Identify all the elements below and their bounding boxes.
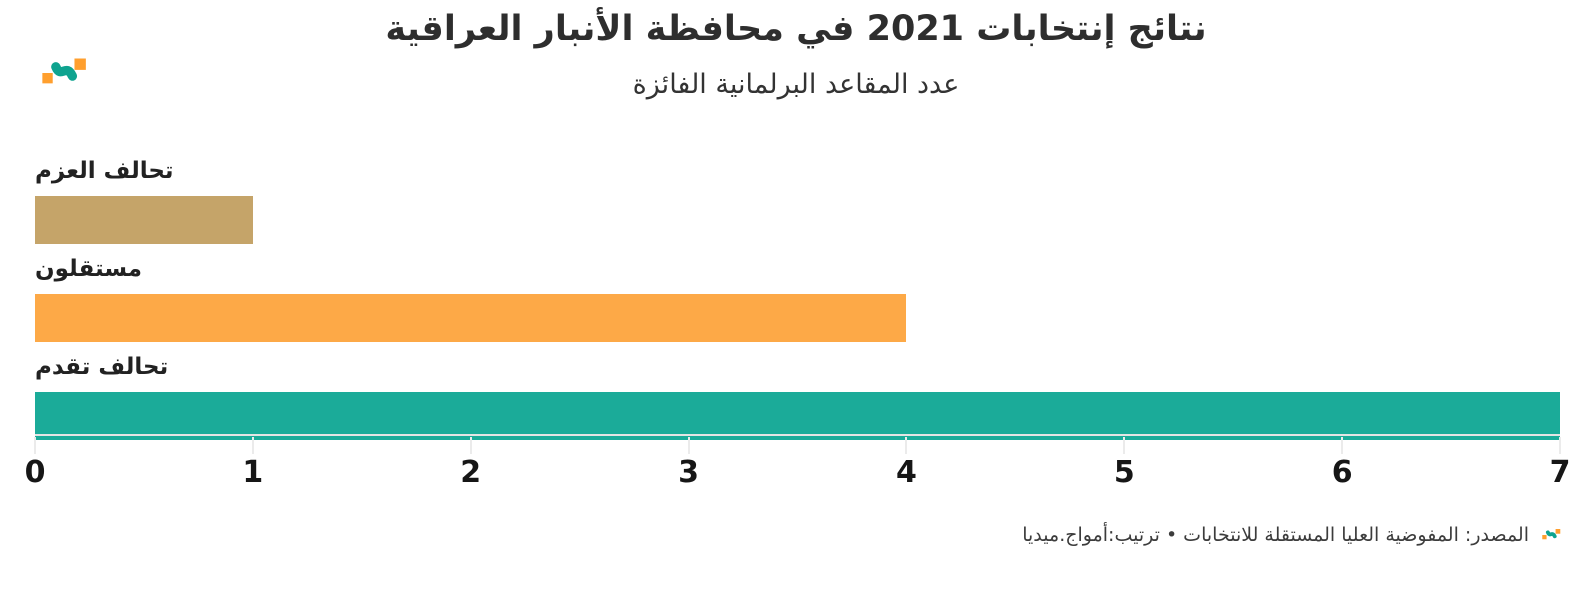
- x-tick-label: 2: [460, 455, 482, 490]
- x-tick-mark: [687, 437, 690, 454]
- bar-label: تحالف تقدم: [35, 354, 169, 380]
- x-tick-label: 0: [24, 455, 46, 490]
- x-tick-label: 6: [1331, 455, 1353, 490]
- bar: [35, 294, 907, 342]
- bar-group: مستقلون: [35, 250, 1560, 342]
- chart-subtitle: عدد المقاعد البرلمانية الفائزة: [632, 69, 960, 100]
- x-tick-mark: [34, 437, 36, 454]
- x-tick-mark: [251, 437, 254, 454]
- x-tick-mark: [469, 437, 472, 454]
- x-tick-label: 5: [1113, 455, 1135, 490]
- x-tick-mark: [1341, 437, 1344, 454]
- amwaj-logo-small-icon: [1538, 526, 1562, 544]
- amwaj-logo-wave-icon: [42, 58, 86, 84]
- amwaj-logo-icon: [32, 52, 90, 94]
- x-tick-mark: [1559, 437, 1561, 454]
- x-tick-mark: [905, 437, 908, 454]
- source-footer: المصدر: المفوضية العليا المستقلة للانتخا…: [1022, 524, 1562, 546]
- x-tick-label: 7: [1549, 455, 1571, 490]
- chart-title: نتائج إنتخابات 2021 في محافظة الأنبار ال…: [385, 9, 1207, 49]
- amwaj-logo-small-wave-icon: [1542, 529, 1561, 540]
- x-tick-label: 1: [242, 455, 264, 490]
- bar-plot-area: تحالف العزم مستقلون تحالف تقدم: [35, 152, 1560, 446]
- bar: [35, 392, 1560, 440]
- bar-group: تحالف العزم: [35, 152, 1560, 244]
- x-tick-label: 3: [678, 455, 699, 490]
- bar-label: تحالف العزم: [35, 158, 174, 184]
- x-tick-label: 4: [895, 455, 917, 490]
- bar-group: تحالف تقدم: [35, 348, 1560, 440]
- x-tick-mark: [1123, 437, 1126, 454]
- source-text: المصدر: المفوضية العليا المستقلة للانتخا…: [1022, 524, 1529, 546]
- x-axis-line: [35, 434, 1560, 436]
- x-axis: 0 1 2 3 4 5 6 7: [25, 434, 1570, 494]
- bar: [35, 196, 253, 244]
- bar-label: مستقلون: [35, 256, 143, 282]
